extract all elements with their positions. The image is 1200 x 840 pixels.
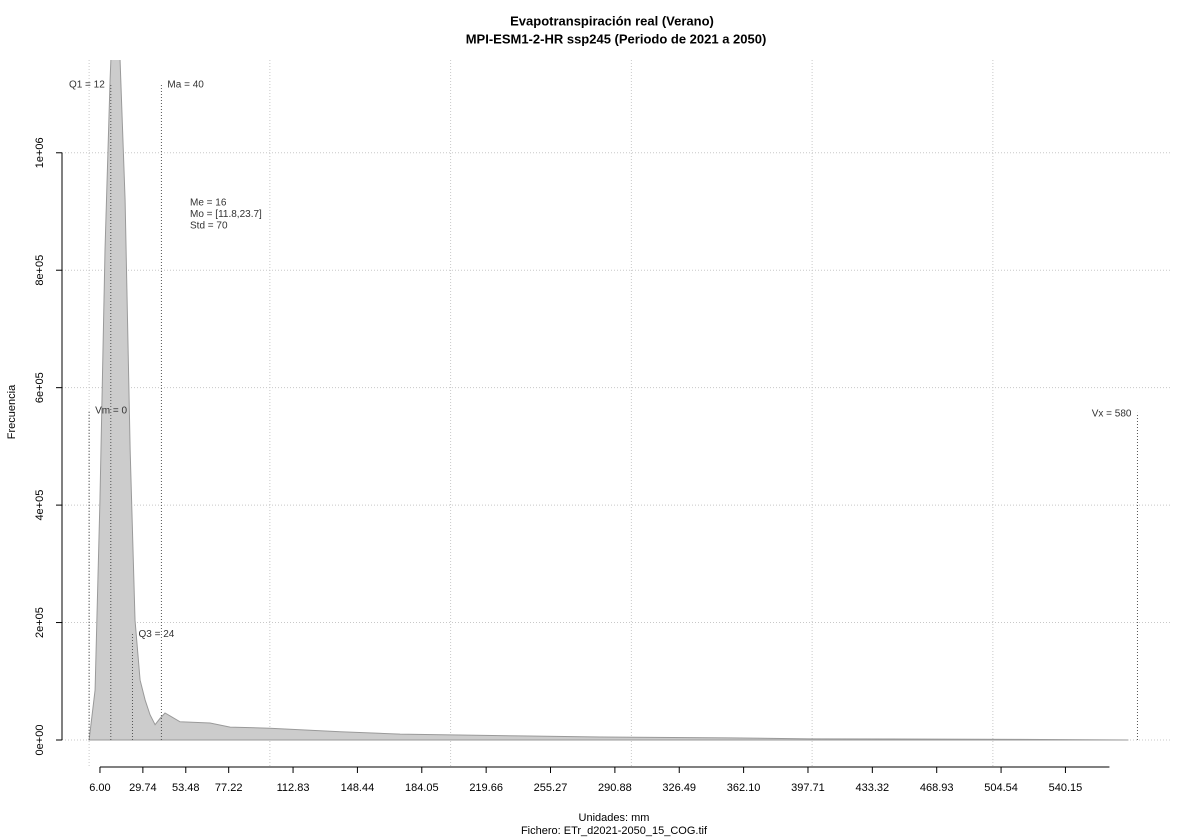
x-tick-label: 77.22 (215, 782, 243, 794)
plot-area (88, 60, 1129, 741)
x-tick-label: 504.54 (984, 782, 1018, 794)
x-tick-label: 397.71 (791, 782, 825, 794)
x-tick-label: 468.93 (920, 782, 954, 794)
marker-label: Vm = 0 (95, 406, 127, 417)
x-tick-label: 540.15 (1049, 782, 1083, 794)
x-tick-label: 29.74 (129, 782, 157, 794)
y-tick-label: 4e+05 (34, 490, 46, 521)
x-tick-label: 6.00 (89, 782, 110, 794)
marker-label: Q3 = 24 (138, 629, 174, 640)
marker-label: Ma = 40 (167, 80, 204, 91)
x-tick-label: 148.44 (341, 782, 375, 794)
chart-subtitle: MPI-ESM1-2-HR ssp245 (Periodo de 2021 a … (466, 31, 767, 46)
y-tick-label: 6e+05 (34, 372, 46, 403)
y-axis-label: Frecuencia (6, 384, 18, 439)
density-area (88, 60, 1129, 741)
stat-label: Me = 16 (190, 198, 227, 209)
stat-label: Std = 70 (190, 221, 228, 232)
x-tick-label: 290.88 (598, 782, 632, 794)
y-tick-label: 0e+00 (34, 725, 46, 756)
y-tick-label: 2e+05 (34, 607, 46, 638)
x-tick-label: 362.10 (727, 782, 761, 794)
x-tick-label: 53.48 (172, 782, 200, 794)
marker-label: Q1 = 12 (69, 80, 105, 91)
x-tick-label: 433.32 (856, 782, 890, 794)
marker-label: Vx = 580 (1092, 409, 1132, 420)
x-tick-label: 326.49 (662, 782, 696, 794)
x-tick-label: 219.66 (469, 782, 503, 794)
x-tick-label: 255.27 (534, 782, 568, 794)
x-axis-label: Unidades: mm (579, 812, 650, 824)
y-tick-label: 1e+06 (34, 137, 46, 168)
y-tick-label: 8e+05 (34, 255, 46, 286)
stat-label: Mo = [11.8,23.7] (190, 209, 262, 220)
x-tick-label: 112.83 (277, 782, 310, 794)
footer: Fichero: ETr_d2021-2050_15_COG.tif (521, 825, 708, 837)
x-tick-label: 184.05 (405, 782, 439, 794)
chart-title: Evapotranspiración real (Verano) (510, 13, 714, 28)
